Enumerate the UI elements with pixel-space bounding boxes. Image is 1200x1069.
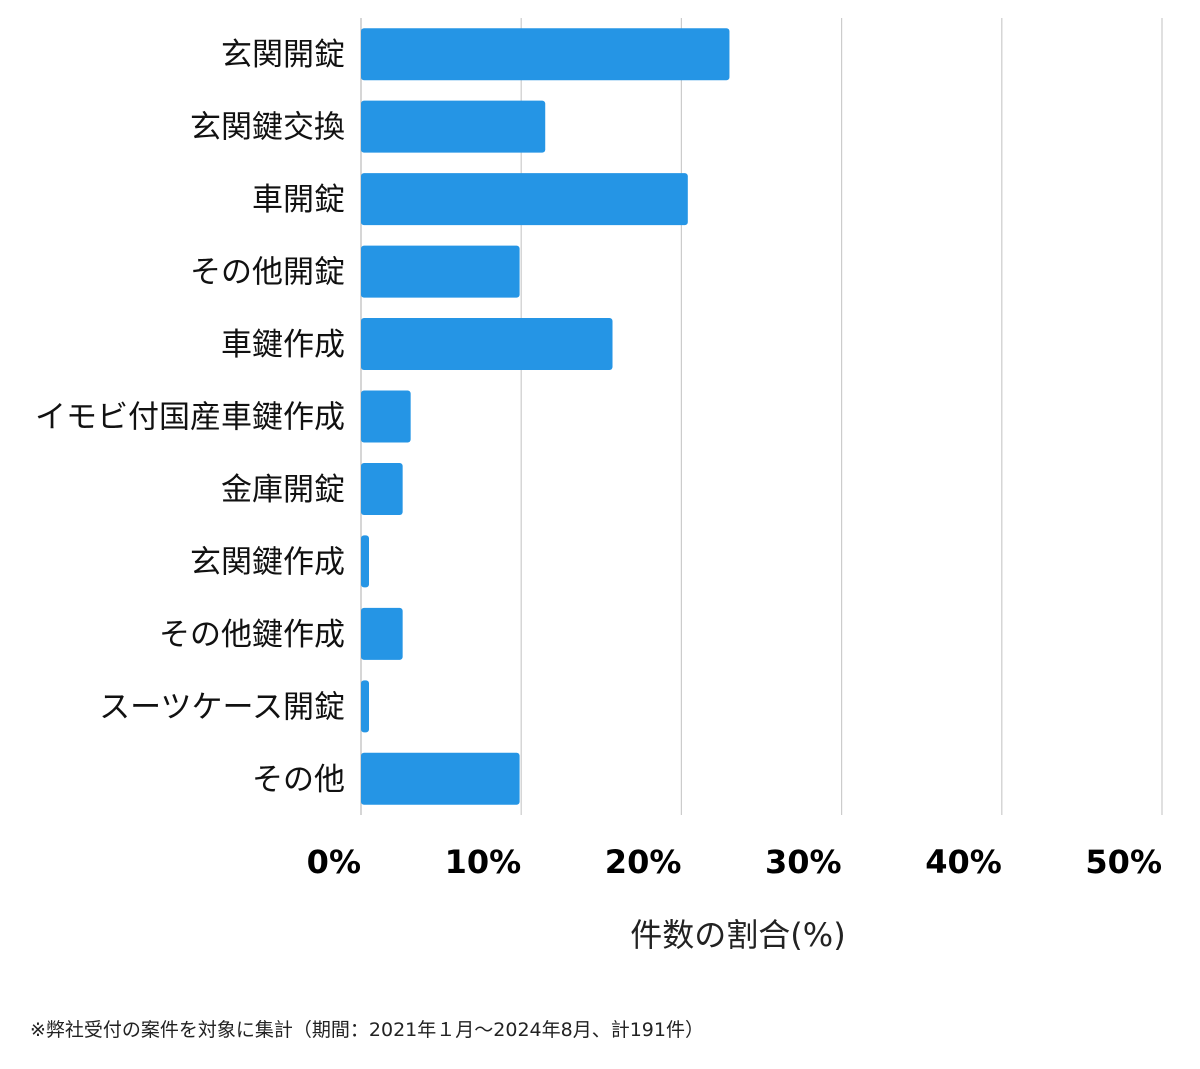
bar-9	[361, 680, 370, 733]
category-label-6: 金庫開錠	[221, 472, 345, 508]
category-label-10: その他	[252, 762, 345, 798]
bar-6	[361, 462, 403, 515]
category-label-2: 車開錠	[252, 182, 345, 218]
bar-8	[361, 607, 403, 660]
x-tick-label-2: 20%	[605, 843, 682, 881]
category-label-1: 玄関鍵交換	[190, 110, 345, 146]
x-tick-label-1: 10%	[445, 843, 522, 881]
bar-5	[361, 390, 411, 443]
category-label-4: 車鍵作成	[221, 327, 345, 363]
bar-0	[361, 28, 730, 81]
category-label-3: その他開錠	[190, 255, 345, 291]
bar-10	[361, 752, 520, 805]
category-label-7: 玄関鍵作成	[190, 544, 345, 580]
bar-7	[361, 535, 370, 588]
x-tick-label-0: 0%	[307, 843, 361, 881]
bar-1	[361, 100, 546, 153]
x-tick-labels: 0% 10% 20% 30% 40% 50%	[307, 843, 1162, 881]
bars-group	[361, 28, 730, 805]
bar-chart: 玄関開錠玄関鍵交換車開錠その他開錠車鍵作成イモビ付国産車鍵作成金庫開錠玄関鍵作成…	[35, 18, 1163, 954]
bar-2	[361, 173, 688, 226]
category-label-9: スーツケース開錠	[99, 689, 345, 725]
bar-4	[361, 318, 613, 371]
x-tick-label-5: 50%	[1085, 843, 1162, 881]
category-labels: 玄関開錠玄関鍵交換車開錠その他開錠車鍵作成イモビ付国産車鍵作成金庫開錠玄関鍵作成…	[35, 37, 345, 798]
category-label-5: イモビ付国産車鍵作成	[35, 400, 345, 436]
bar-3	[361, 245, 520, 298]
footnote: ※弊社受付の案件を対象に集計（期間：2021年１月～2024年8月、計191件）	[30, 1019, 704, 1041]
x-tick-label-4: 40%	[925, 843, 1002, 881]
category-label-8: その他鍵作成	[159, 617, 345, 653]
category-label-0: 玄関開錠	[221, 37, 345, 73]
x-tick-label-3: 30%	[765, 843, 842, 881]
x-axis-title: 件数の割合(%)	[630, 916, 845, 954]
